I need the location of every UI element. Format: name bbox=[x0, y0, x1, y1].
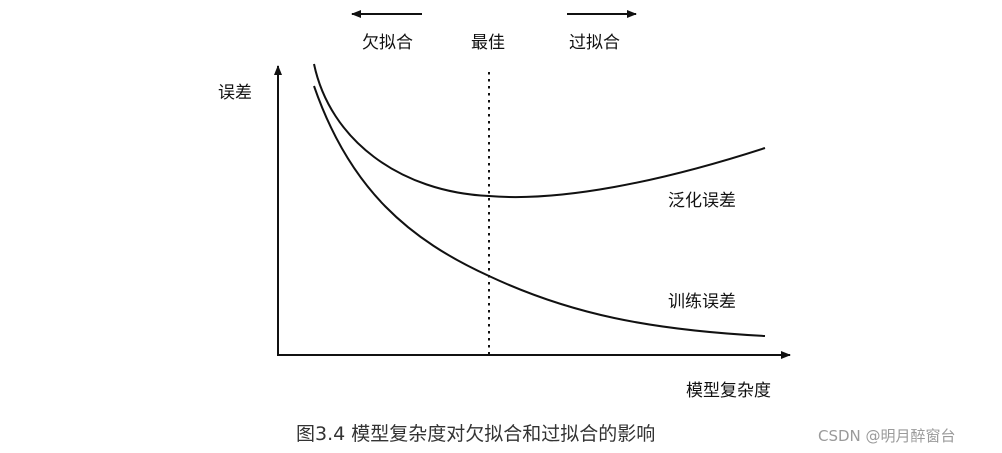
training-error-label: 训练误差 bbox=[668, 292, 736, 312]
best-label: 最佳 bbox=[471, 33, 505, 53]
csdn-watermark: CSDN @明月醉窗台 bbox=[818, 427, 956, 445]
figure-caption: 图3.4 模型复杂度对欠拟合和过拟合的影响 bbox=[296, 423, 656, 445]
overfit-label: 过拟合 bbox=[569, 33, 620, 53]
x-axis-label: 模型复杂度 bbox=[686, 381, 771, 401]
generalization-error-label: 泛化误差 bbox=[668, 191, 736, 211]
training-error-curve bbox=[313, 85, 766, 337]
generalization-error-curve bbox=[313, 63, 766, 199]
y-axis-label: 误差 bbox=[218, 83, 252, 103]
underfit-label: 欠拟合 bbox=[362, 33, 413, 53]
